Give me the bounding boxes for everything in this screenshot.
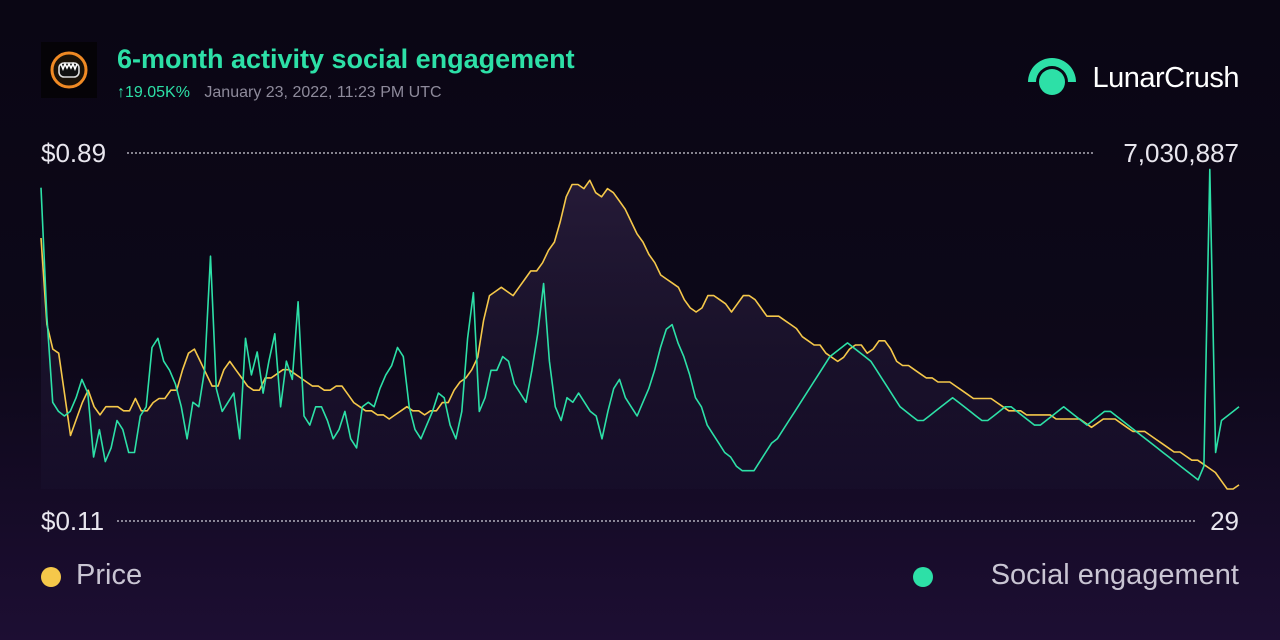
price-area-fill [41, 180, 1239, 490]
lunarcrush-moon-icon [1028, 58, 1077, 95]
price-legend-label: Price [76, 559, 143, 591]
social-max-label: 7,030,887 [1123, 138, 1239, 168]
brand-name: LunarCrush [1092, 61, 1239, 94]
price-min-label: $0.11 [41, 506, 105, 536]
price-max-label: $0.89 [41, 138, 107, 168]
coin-logo [41, 42, 97, 98]
brand-logo: LunarCrush [1024, 54, 1239, 102]
fanged-mouth-coin-icon [50, 51, 88, 89]
social-legend-label: Social engagement [990, 559, 1239, 591]
social-min-label: 29 [1210, 506, 1239, 536]
timestamp: January 23, 2022, 11:23 PM UTC [204, 84, 442, 101]
social-engagement-line [40, 168, 1240, 481]
price-legend-dot [41, 567, 61, 587]
change-badge: ↑19.05K% [117, 84, 190, 101]
social-legend-dot [913, 567, 933, 587]
subtitle-row: ↑19.05K% January 23, 2022, 11:23 PM UTC [117, 84, 442, 102]
chart-title: 6-month activity social engagement [117, 44, 575, 74]
price-line [40, 179, 1240, 490]
